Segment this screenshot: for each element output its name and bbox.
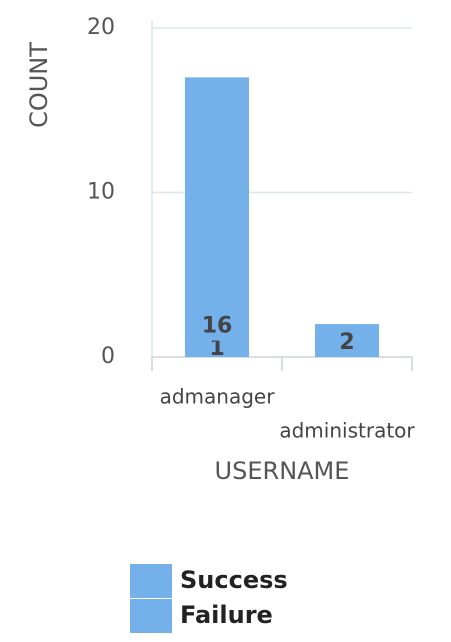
x-axis-title: USERNAME	[215, 457, 350, 485]
y-tick-label: 10	[87, 180, 115, 205]
legend-label: Success	[180, 566, 288, 594]
y-tick-label: 0	[101, 344, 115, 369]
data-label: 2	[339, 330, 354, 355]
data-label: 16	[202, 314, 233, 339]
x-tick-label: administrator	[279, 419, 415, 443]
bar-segment	[315, 324, 379, 357]
y-axis-title: COUNT	[25, 42, 53, 128]
legend-swatch	[130, 564, 172, 598]
x-tick-label: admanager	[160, 385, 276, 409]
bar-segment	[185, 340, 249, 357]
bar-segment	[185, 77, 249, 341]
y-tick-label: 20	[87, 15, 115, 40]
legend-label: Failure	[180, 601, 273, 629]
data-label: 1	[209, 336, 224, 361]
legend-swatch	[130, 599, 172, 633]
